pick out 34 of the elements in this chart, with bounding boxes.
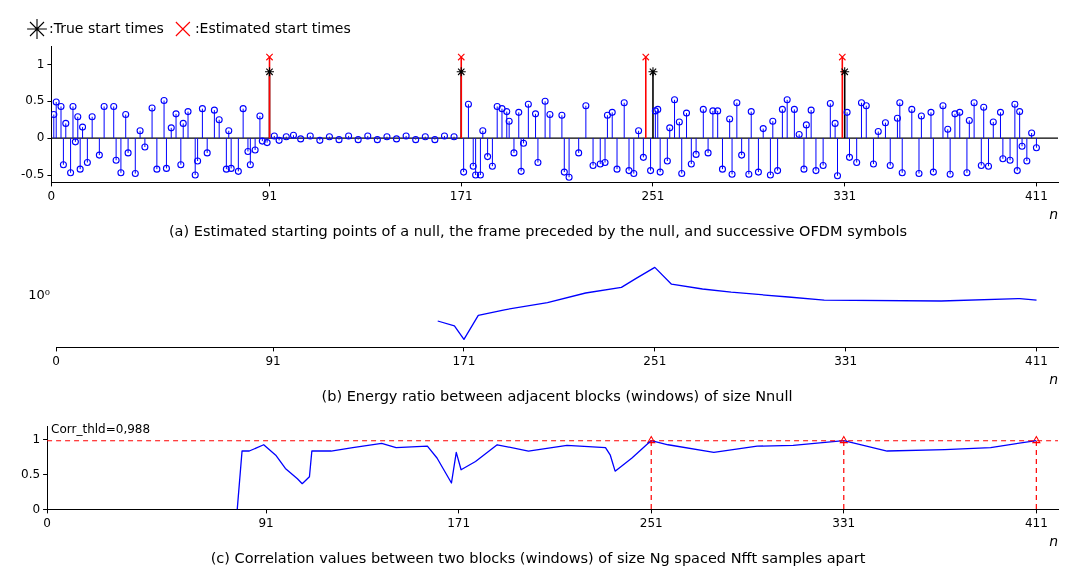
x-tick-label: 171 [452, 353, 476, 368]
x-tick-label: 411 [1024, 188, 1048, 203]
x-tick-label: 331 [832, 515, 856, 530]
legend-label: :Estimated start times [194, 19, 351, 36]
y-tick-label: 0 [32, 501, 41, 516]
x-axis-title: n [1049, 532, 1058, 549]
x-tick-label: 91 [261, 188, 278, 203]
y-tick-label: 0.5 [20, 466, 41, 481]
x-tick-label: 331 [833, 188, 857, 203]
x-axis-title: n [1049, 205, 1058, 222]
x-tick-label: 171 [447, 515, 471, 530]
text: (c) Correlation values between two blocks (windows) of size Ng spaced Nfft samples apart [210, 550, 866, 567]
text: (b) Energy ratio between adjacent blocks (windows) of size Nnull [321, 388, 793, 405]
x-axis-title: n [1049, 370, 1058, 387]
x-tick-label: 411 [1025, 353, 1048, 368]
text: (a) Estimated starting points of a null, the frame preceded by the null, and successive OFDM symbols [168, 223, 908, 240]
x-tick-label: 251 [639, 515, 663, 530]
y-tick-label: -0.5 [20, 167, 45, 182]
ref-line-label: Corr_thld=0,988 [51, 421, 151, 436]
x-tick-label: 91 [258, 515, 274, 530]
x-tick-label: 251 [643, 353, 667, 368]
x-tick-label: 331 [834, 353, 858, 368]
x-tick-label: 91 [265, 353, 281, 368]
y-tick-label: 0.5 [25, 93, 45, 108]
x-tick-label: 251 [641, 188, 665, 203]
y-tick-label: 1 [32, 432, 41, 447]
legend-label: :True start times [49, 19, 164, 36]
y-tick-label: 0 [36, 130, 45, 145]
y-tick-label: 1 [36, 56, 45, 71]
x-tick-label: 0 [47, 188, 56, 203]
x-tick-label: 411 [1024, 515, 1048, 530]
x-tick-label: 171 [449, 188, 473, 203]
x-tick-label: 0 [52, 353, 60, 368]
text: 10⁰ [28, 286, 50, 302]
